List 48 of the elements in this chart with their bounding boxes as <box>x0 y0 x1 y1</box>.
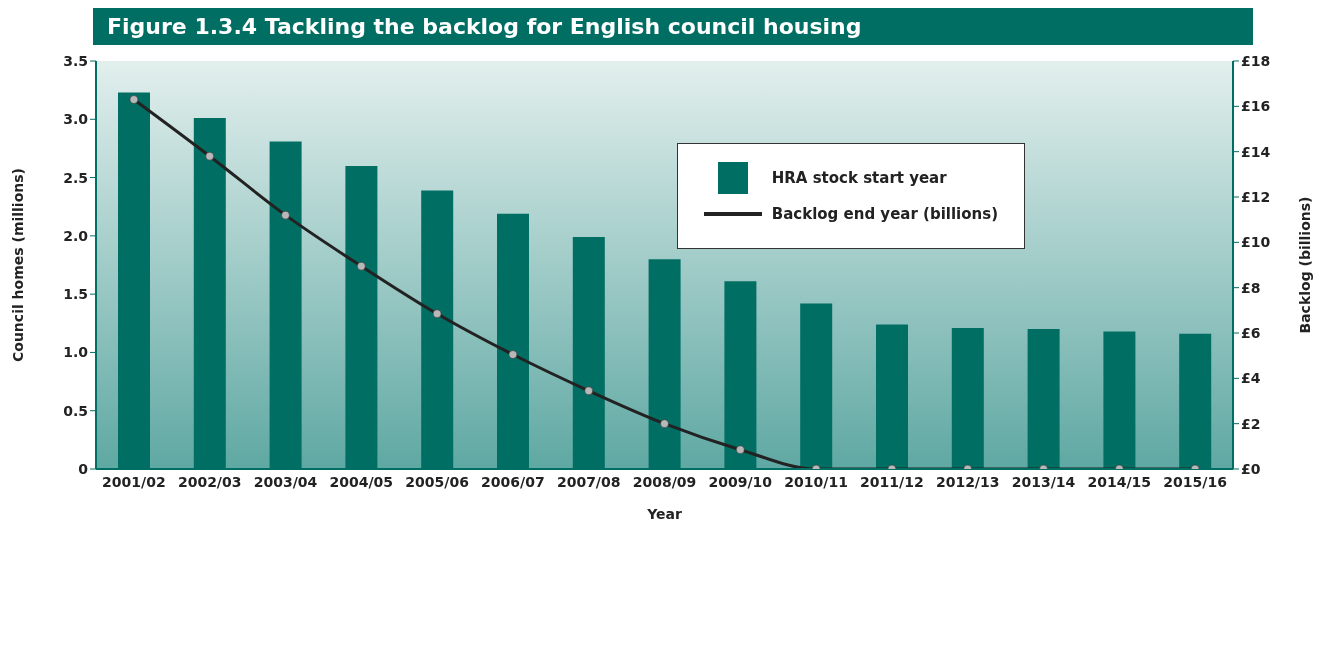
point <box>432 309 442 318</box>
y-tick-label: 2.5 <box>63 169 88 186</box>
legend-label: HRA stock start year <box>771 169 947 187</box>
y-tick-label: 0.5 <box>63 402 88 419</box>
point <box>205 151 214 161</box>
y2-tick-label: £6 <box>1241 324 1261 341</box>
y2-tick-label: £10 <box>1241 234 1271 251</box>
x-tick-label: 2002/03 <box>177 473 242 490</box>
y-axis-title: Council homes (millions) <box>9 168 26 362</box>
x-tick-label: 2009/10 <box>708 473 773 490</box>
y-tick-label: 0 <box>78 460 89 477</box>
x-tick-label: 2004/05 <box>329 473 394 490</box>
y2-tick-label: £12 <box>1241 188 1271 205</box>
y-tick-label: 3.5 <box>63 52 88 69</box>
x-tick-label: 2011/12 <box>860 473 924 490</box>
point <box>736 445 745 454</box>
x-tick-label: 2012/13 <box>935 473 1000 490</box>
y-tick-label: 3.0 <box>63 111 89 128</box>
point <box>508 350 518 359</box>
x-tick-label: 2005/06 <box>405 473 469 490</box>
y2-tick-label: £0 <box>1241 460 1261 477</box>
y2-tick-label: £8 <box>1241 279 1261 296</box>
y2-tick-label: £2 <box>1241 415 1261 432</box>
x-tick-label: 2008/09 <box>632 473 697 490</box>
x-tick-label: 2014/15 <box>1087 473 1152 490</box>
y2-tick-label: £4 <box>1241 370 1261 387</box>
x-tick-label: 2013/14 <box>1011 473 1076 490</box>
y-tick-label: 1.0 <box>63 344 89 361</box>
y-tick-label: 1.5 <box>63 286 88 303</box>
point <box>281 210 290 220</box>
chart-title: Figure 1.3.4 Tackling the backlog for English council housing <box>93 8 1253 45</box>
y2-tick-label: £18 <box>1241 52 1271 69</box>
x-tick-label: 2015/16 <box>1163 473 1227 490</box>
y2-axis-title: Backlog (billions) <box>1296 196 1313 334</box>
y2-tick-label: £14 <box>1241 143 1271 160</box>
legend-label: Backlog end year (billions) <box>771 205 998 223</box>
y2-tick-label: £16 <box>1241 98 1271 115</box>
x-tick-label: 2007/08 <box>556 473 621 490</box>
x-tick-label: 2003/04 <box>253 473 318 490</box>
point <box>357 261 366 271</box>
point <box>584 386 593 396</box>
x-tick-label: 2006/07 <box>481 473 545 490</box>
y-tick-label: 2.0 <box>63 227 89 244</box>
x-tick-label: 2001/02 <box>102 473 166 490</box>
point <box>129 95 139 104</box>
x-axis-title: Year <box>646 506 682 522</box>
x-tick-label: 2010/11 <box>784 473 848 490</box>
point <box>660 419 669 428</box>
